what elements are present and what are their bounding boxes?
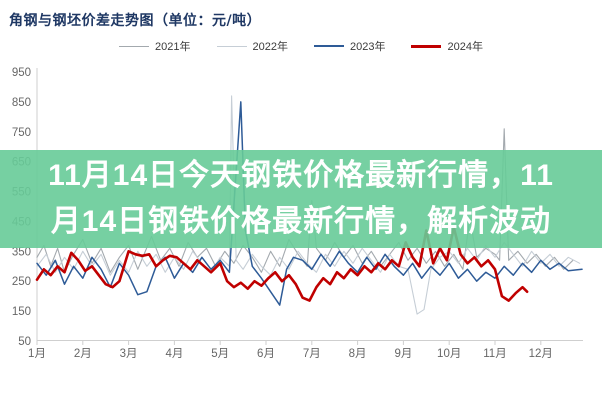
x-tick-label: 5月	[211, 348, 229, 360]
legend-label: 2024年	[447, 41, 483, 53]
legend-swatch-icon	[216, 45, 247, 47]
legend-swatch-icon	[314, 45, 344, 47]
y-tick-label: 950	[12, 67, 31, 79]
y-tick-label: 150	[12, 306, 31, 318]
legend-item-2023: 2023年	[314, 38, 385, 54]
legend-label: 2021年	[155, 41, 191, 53]
series-line-2023	[36, 101, 583, 306]
chart-legend: 2021年 2022年 2023年 2024年	[0, 38, 602, 54]
headline-overlay-banner: 11月14日今天钢铁价格最新行情，11 月14日钢铁价格最新行情，解析波动	[0, 150, 602, 248]
legend-label: 2022年	[252, 41, 288, 53]
x-tick-label: 6月	[257, 348, 275, 360]
headline-line-1: 11月14日今天钢铁价格最新行情，11	[48, 159, 554, 192]
chart-title: 角钢与钢坯价差走势图（单位：元/吨）	[9, 13, 262, 29]
y-tick-label: 750	[12, 127, 31, 139]
x-tick-label: 4月	[165, 348, 183, 360]
y-tick-label: 850	[12, 97, 31, 109]
y-tick-label: 350	[12, 246, 31, 258]
x-tick-label: 7月	[303, 348, 321, 360]
x-tick-label: 12月	[529, 348, 553, 360]
x-tick-label: 10月	[437, 348, 461, 360]
x-tick-label: 11月	[483, 348, 506, 360]
x-tick-label: 2月	[74, 348, 92, 360]
legend-swatch-icon	[119, 45, 150, 47]
headline-line-2: 月14日钢铁价格最新行情，解析波动	[50, 205, 552, 238]
legend-item-2024: 2024年	[411, 38, 483, 54]
x-tick-label: 8月	[349, 348, 367, 360]
legend-item-2022: 2022年	[216, 38, 288, 54]
x-tick-label: 1月	[28, 348, 46, 360]
legend-swatch-icon	[411, 44, 442, 48]
series-line-2024	[35, 226, 529, 302]
legend-label: 2023年	[350, 41, 386, 53]
y-tick-label: 50	[18, 336, 31, 348]
y-tick-label: 250	[12, 276, 31, 288]
x-tick-label: 9月	[394, 348, 412, 360]
legend-item-2021: 2021年	[119, 38, 191, 54]
x-tick-label: 3月	[120, 348, 138, 360]
